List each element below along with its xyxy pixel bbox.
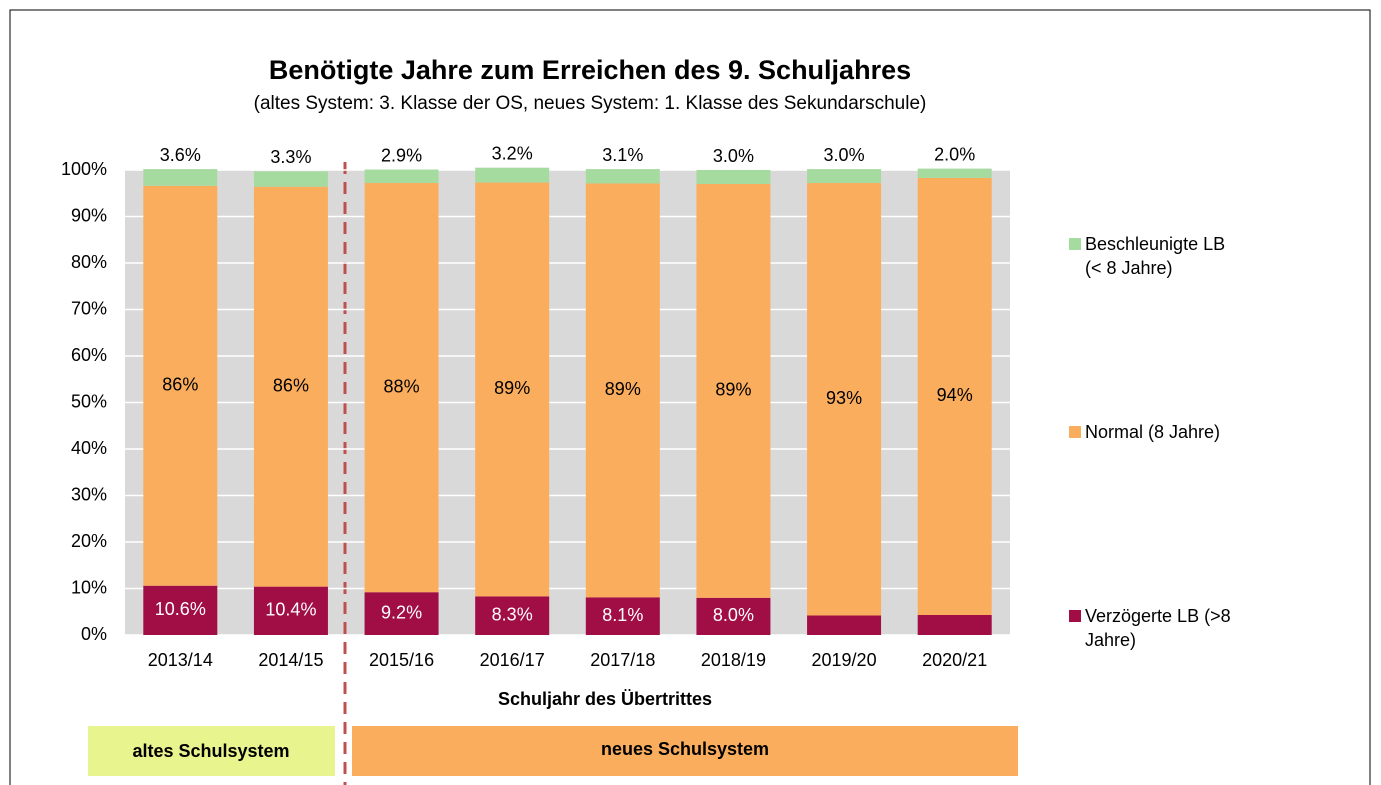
- x-tick-label: 2016/17: [480, 650, 545, 670]
- chart-subtitle: (altes System: 3. Klasse der OS, neues S…: [254, 93, 927, 114]
- bar-segment: [585, 597, 660, 635]
- bar-segment: [917, 177, 992, 616]
- data-label: 10.4%: [265, 600, 316, 620]
- data-label: 89%: [715, 380, 751, 400]
- bar-segment: [253, 171, 328, 187]
- bar-segment: [696, 183, 771, 598]
- x-tick-label: 2013/14: [148, 650, 213, 670]
- data-label: 89%: [494, 378, 530, 398]
- y-tick-label: 40%: [71, 438, 107, 458]
- y-tick-label: 100%: [61, 159, 107, 179]
- data-label: 93%: [826, 388, 862, 408]
- data-label: 10.6%: [155, 599, 206, 619]
- bar-segment: [253, 586, 328, 635]
- data-label: 2.0%: [934, 144, 975, 164]
- data-label: 9.2%: [381, 602, 422, 622]
- x-tick-label: 2018/19: [701, 650, 766, 670]
- bar-segment: [364, 183, 439, 593]
- legend-swatch: [1069, 238, 1081, 250]
- y-tick-label: 10%: [71, 577, 107, 597]
- frame: [9, 9, 1371, 785]
- y-tick-label: 20%: [71, 531, 107, 551]
- data-label: 8.0%: [713, 605, 754, 625]
- bar-segment: [807, 169, 882, 184]
- legend-label: Normal (8 Jahre): [1085, 422, 1221, 442]
- y-tick-label: 50%: [71, 391, 107, 411]
- x-tick-label: 2017/18: [590, 650, 655, 670]
- y-tick-label: 70%: [71, 298, 107, 318]
- y-tick-label: 90%: [71, 205, 107, 225]
- bar-segment: [475, 182, 550, 597]
- bar-segment: [364, 592, 439, 635]
- data-label: 3.6%: [160, 145, 201, 165]
- annotation-box: [88, 726, 335, 776]
- data-label: 94%: [937, 385, 973, 405]
- data-label: 8.1%: [602, 605, 643, 625]
- data-label: 3.0%: [824, 145, 865, 165]
- bar-segment: [696, 597, 771, 635]
- data-label: 3.1%: [602, 145, 643, 165]
- x-tick-label: 2019/20: [812, 650, 877, 670]
- bar-segment: [585, 169, 660, 184]
- y-tick-label: 60%: [71, 345, 107, 365]
- bar-segment: [585, 183, 660, 598]
- data-label: 3.3%: [270, 147, 311, 167]
- bar-segment: [475, 596, 550, 635]
- legend-swatch: [1069, 426, 1081, 438]
- data-label: 8.3%: [492, 604, 533, 624]
- bar-segment: [696, 170, 771, 184]
- annotation: neues Schulsystem: [601, 739, 769, 759]
- x-tick-label: 2014/15: [258, 650, 323, 670]
- bar-segment: [364, 169, 439, 184]
- data-label: 3.2%: [492, 143, 533, 163]
- bar-segment: [807, 183, 882, 616]
- data-label: 88%: [384, 376, 420, 396]
- legend-swatch: [1069, 610, 1081, 622]
- y-tick-label: 0%: [81, 624, 107, 644]
- data-label: 86%: [162, 375, 198, 395]
- data-label: 3.0%: [713, 146, 754, 166]
- x-tick-label: 2020/21: [922, 650, 987, 670]
- legend-label: Beschleunigte LB (< 8 Jahre): [1085, 234, 1226, 278]
- bar-segment: [143, 169, 218, 186]
- data-label: 2.9%: [381, 145, 422, 165]
- y-tick-label: 30%: [71, 484, 107, 504]
- annotation-box: [352, 726, 1018, 776]
- x-axis-title: Schuljahr des Übertrittes: [498, 689, 712, 709]
- bar-segment: [807, 615, 882, 635]
- bar-segment: [143, 585, 218, 635]
- chart-title: Benötigte Jahre zum Erreichen des 9. Sch…: [269, 55, 911, 85]
- y-tick-label: 80%: [71, 252, 107, 272]
- bar-segment: [253, 186, 328, 587]
- annotation: altes Schulsystem: [132, 741, 289, 761]
- bar-segment: [143, 185, 218, 586]
- bar-segment: [917, 615, 992, 635]
- data-label: 86%: [273, 375, 309, 395]
- legend-label: Verzögerte LB (>8 Jahre): [1085, 606, 1231, 650]
- bar-segment: [475, 167, 550, 183]
- bar-segment: [917, 168, 992, 178]
- data-label: 89%: [605, 379, 641, 399]
- x-tick-label: 2015/16: [369, 650, 434, 670]
